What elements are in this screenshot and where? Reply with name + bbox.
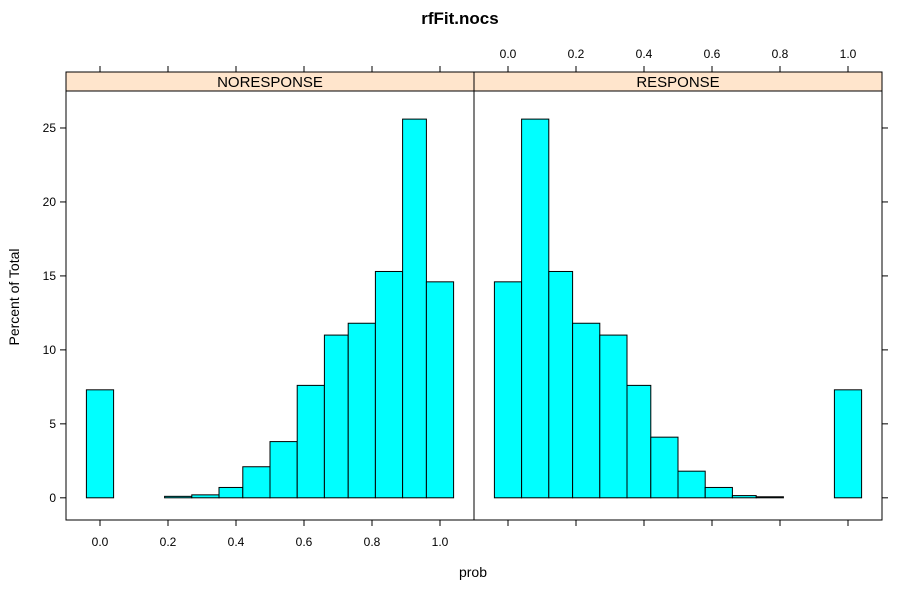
histogram-bar	[599, 334, 628, 499]
histogram-bar	[374, 270, 404, 499]
x-tick-label: 1.0	[432, 535, 449, 549]
histogram-bar	[164, 495, 193, 499]
y-tick-label: 10	[43, 343, 57, 357]
x-tick-label: 0.0	[92, 535, 109, 549]
panel-border	[473, 90, 883, 521]
x-tick-label: 0.4	[636, 47, 653, 61]
panel-strip-label: RESPONSE	[636, 74, 719, 91]
x-tick-label: 0.6	[296, 535, 313, 549]
x-axis-label: prob	[459, 564, 487, 580]
plot-area: NORESPONSE 0.0 0.2 0.4 0.6 0.8 1.0 RESPONSE 0.0 0…	[43, 47, 888, 549]
histogram-bar	[548, 270, 574, 499]
y-tick-label: 5	[49, 417, 56, 431]
y-axis-label: Percent of Total	[6, 248, 22, 345]
histogram-bar	[191, 494, 220, 499]
histogram-bar	[425, 281, 455, 499]
histogram-bar	[572, 322, 601, 499]
panel-strip-label: NORESPONSE	[217, 74, 323, 91]
histogram-bar	[650, 436, 679, 499]
histogram-bar	[731, 495, 757, 499]
y-tick-label: 25	[43, 121, 57, 135]
histogram-bar	[677, 470, 706, 499]
histogram-bar	[521, 118, 550, 499]
histogram-bar	[626, 384, 652, 499]
x-tick-label: 0.8	[772, 47, 789, 61]
chart-title: rfFit.nocs	[421, 9, 498, 28]
x-tick-label: 0.8	[364, 535, 381, 549]
histogram-bar	[323, 334, 349, 499]
y-tick-label: 15	[43, 269, 57, 283]
x-tick-label: 0.4	[228, 535, 245, 549]
histogram-bar	[493, 281, 523, 499]
x-tick-label: 0.2	[160, 535, 177, 549]
histogram-bar	[218, 486, 244, 499]
histogram-bar	[347, 322, 376, 499]
x-tick-label: 1.0	[840, 47, 857, 61]
histogram-bar	[269, 441, 298, 499]
x-tick-label: 0.0	[500, 47, 517, 61]
y-tick-label: 20	[43, 195, 57, 209]
histogram-bar	[704, 486, 733, 499]
histogram-bar	[755, 496, 784, 499]
y-tick-label: 0	[49, 491, 56, 505]
histogram-bar	[402, 118, 427, 499]
histogram-bar	[242, 466, 271, 499]
x-tick-label: 0.6	[704, 47, 721, 61]
x-tick-label: 0.2	[568, 47, 585, 61]
histogram-bar	[296, 384, 325, 499]
histogram-bar	[85, 389, 115, 499]
histogram-bar	[833, 389, 863, 499]
